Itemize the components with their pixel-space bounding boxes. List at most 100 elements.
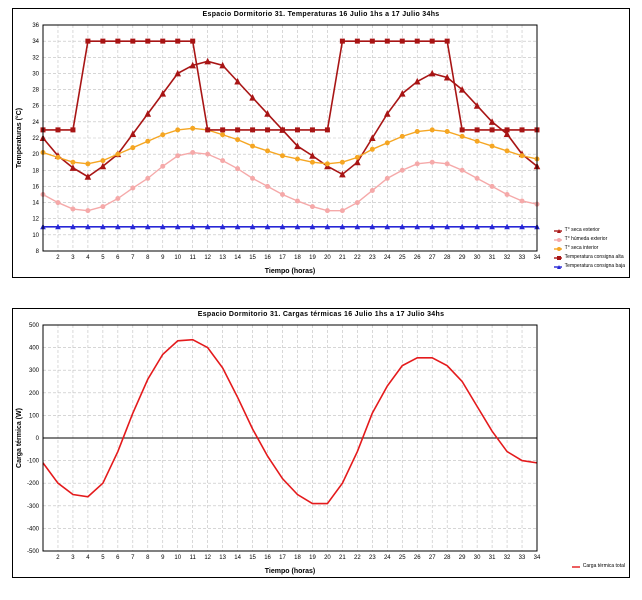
svg-text:Tiempo (horas): Tiempo (horas) bbox=[265, 568, 315, 575]
page: Espacio Dormitorio 31. Temperaturas 16 J… bbox=[0, 0, 642, 600]
legend-swatch bbox=[572, 564, 580, 570]
svg-text:Tiempo (horas): Tiempo (horas) bbox=[265, 268, 315, 275]
svg-text:7: 7 bbox=[131, 255, 135, 261]
legend-item: Temperatura consigna alta bbox=[554, 253, 625, 262]
svg-text:28: 28 bbox=[32, 88, 39, 94]
legend-item: T° seca exterior bbox=[554, 226, 625, 235]
svg-text:24: 24 bbox=[32, 120, 39, 126]
legend-label: Temperatura consigna baja bbox=[565, 262, 625, 271]
svg-text:-100: -100 bbox=[27, 459, 40, 465]
svg-text:2: 2 bbox=[56, 555, 60, 561]
svg-text:Temperaturas (°C): Temperaturas (°C) bbox=[15, 108, 23, 168]
temperature-chart-title: Espacio Dormitorio 31. Temperaturas 16 J… bbox=[13, 11, 629, 18]
svg-text:22: 22 bbox=[32, 136, 39, 142]
svg-text:2: 2 bbox=[56, 255, 60, 261]
svg-text:19: 19 bbox=[309, 255, 316, 261]
svg-text:29: 29 bbox=[459, 255, 466, 261]
svg-text:32: 32 bbox=[32, 55, 39, 61]
svg-text:34: 34 bbox=[534, 255, 541, 261]
temperature-chart-legend: T° seca exteriorT° húmeda exteriorT° sec… bbox=[554, 226, 625, 271]
svg-text:5: 5 bbox=[101, 555, 105, 561]
thermal-load-chart-title: Espacio Dormitorio 31. Cargas térmicas 1… bbox=[13, 311, 629, 318]
svg-text:200: 200 bbox=[29, 391, 40, 397]
svg-text:12: 12 bbox=[204, 555, 211, 561]
svg-text:11: 11 bbox=[190, 255, 197, 261]
svg-text:14: 14 bbox=[234, 255, 241, 261]
svg-text:16: 16 bbox=[264, 255, 271, 261]
svg-text:13: 13 bbox=[219, 255, 226, 261]
svg-text:8: 8 bbox=[146, 255, 150, 261]
svg-text:4: 4 bbox=[86, 255, 90, 261]
svg-text:27: 27 bbox=[429, 255, 436, 261]
svg-text:12: 12 bbox=[32, 217, 39, 223]
thermal-load-chart-plot: 2345678910111213141516171819202122232425… bbox=[13, 309, 631, 579]
legend-item: T° seca interior bbox=[554, 244, 625, 253]
svg-text:Carga térmica (W): Carga térmica (W) bbox=[16, 408, 23, 468]
svg-text:14: 14 bbox=[32, 201, 39, 207]
svg-text:12: 12 bbox=[204, 255, 211, 261]
svg-text:15: 15 bbox=[249, 555, 256, 561]
svg-text:400: 400 bbox=[29, 346, 40, 352]
svg-text:9: 9 bbox=[161, 255, 165, 261]
legend-label: T° seca exterior bbox=[565, 226, 600, 235]
legend-item: T° húmeda exterior bbox=[554, 235, 625, 244]
svg-text:16: 16 bbox=[264, 555, 271, 561]
svg-text:32: 32 bbox=[504, 255, 511, 261]
svg-text:28: 28 bbox=[444, 255, 451, 261]
svg-text:32: 32 bbox=[504, 555, 511, 561]
legend-swatch bbox=[554, 264, 562, 270]
legend-swatch bbox=[554, 237, 562, 243]
legend-label: T° seca interior bbox=[565, 244, 599, 253]
svg-text:10: 10 bbox=[174, 555, 181, 561]
svg-text:25: 25 bbox=[399, 255, 406, 261]
svg-text:15: 15 bbox=[249, 255, 256, 261]
svg-text:23: 23 bbox=[369, 255, 376, 261]
legend-label: Temperatura consigna alta bbox=[565, 253, 624, 262]
thermal-load-chart-legend: Carga térmica total bbox=[572, 562, 625, 571]
svg-text:33: 33 bbox=[519, 255, 526, 261]
svg-text:13: 13 bbox=[219, 555, 226, 561]
svg-text:100: 100 bbox=[29, 413, 40, 419]
svg-text:18: 18 bbox=[32, 168, 39, 174]
svg-text:-200: -200 bbox=[27, 481, 40, 487]
svg-text:7: 7 bbox=[131, 555, 135, 561]
svg-text:27: 27 bbox=[429, 555, 436, 561]
legend-item: Temperatura consigna baja bbox=[554, 262, 625, 271]
svg-text:26: 26 bbox=[414, 255, 421, 261]
svg-text:20: 20 bbox=[32, 152, 39, 158]
svg-text:11: 11 bbox=[190, 555, 197, 561]
svg-text:-500: -500 bbox=[27, 549, 40, 555]
svg-text:16: 16 bbox=[32, 184, 39, 190]
temperature-chart-panel: Espacio Dormitorio 31. Temperaturas 16 J… bbox=[12, 8, 630, 278]
svg-text:24: 24 bbox=[384, 255, 391, 261]
svg-text:500: 500 bbox=[29, 323, 40, 329]
svg-text:36: 36 bbox=[32, 23, 39, 29]
svg-text:22: 22 bbox=[354, 555, 361, 561]
svg-text:30: 30 bbox=[32, 71, 39, 77]
svg-text:17: 17 bbox=[279, 255, 286, 261]
svg-text:14: 14 bbox=[234, 555, 241, 561]
svg-text:34: 34 bbox=[32, 39, 39, 45]
svg-text:5: 5 bbox=[101, 255, 105, 261]
svg-text:31: 31 bbox=[489, 555, 496, 561]
svg-text:19: 19 bbox=[309, 555, 316, 561]
svg-text:3: 3 bbox=[71, 555, 75, 561]
svg-text:30: 30 bbox=[474, 255, 481, 261]
svg-text:6: 6 bbox=[116, 555, 120, 561]
svg-text:24: 24 bbox=[384, 555, 391, 561]
svg-text:20: 20 bbox=[324, 555, 331, 561]
svg-text:9: 9 bbox=[161, 555, 165, 561]
temperature-chart-plot: 2345678910111213141516171819202122232425… bbox=[13, 9, 631, 279]
svg-text:10: 10 bbox=[32, 233, 39, 239]
svg-text:26: 26 bbox=[32, 104, 39, 110]
svg-text:26: 26 bbox=[414, 555, 421, 561]
thermal-load-chart-panel: Espacio Dormitorio 31. Cargas térmicas 1… bbox=[12, 308, 630, 578]
svg-text:25: 25 bbox=[399, 555, 406, 561]
legend-label: Carga térmica total bbox=[583, 562, 625, 571]
svg-text:22: 22 bbox=[354, 255, 361, 261]
svg-text:18: 18 bbox=[294, 255, 301, 261]
svg-text:3: 3 bbox=[71, 255, 75, 261]
svg-text:34: 34 bbox=[534, 555, 541, 561]
svg-text:0: 0 bbox=[36, 436, 40, 442]
svg-text:21: 21 bbox=[339, 555, 346, 561]
